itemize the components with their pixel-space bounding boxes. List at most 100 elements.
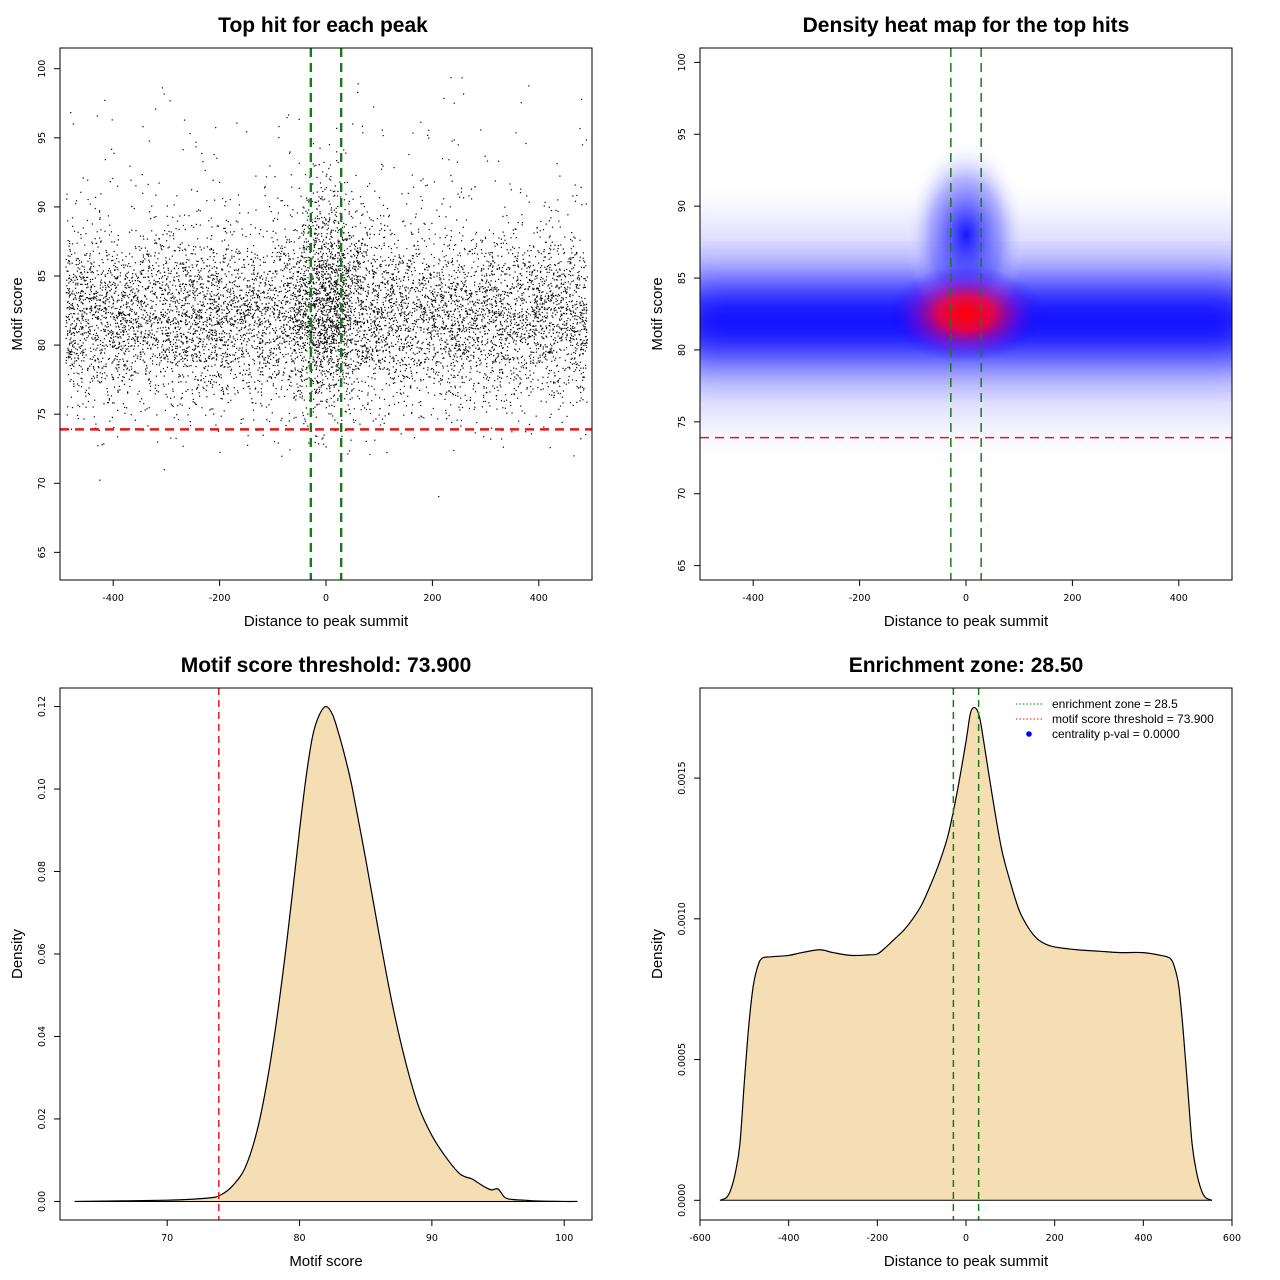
scatter-point (214, 334, 216, 336)
scatter-point (303, 356, 305, 358)
scatter-point (321, 216, 323, 219)
scatter-point (426, 277, 428, 280)
scatter-point (396, 285, 399, 287)
scatter-point (92, 297, 94, 299)
scatter-point (98, 252, 100, 254)
scatter-point (509, 315, 511, 317)
scatter-point (398, 335, 400, 338)
scatter-point (537, 306, 539, 308)
scatter-point (433, 382, 435, 384)
scatter-point (437, 374, 439, 376)
scatter-point (477, 258, 479, 260)
scatter-point (74, 328, 76, 330)
scatter-point (280, 253, 282, 255)
scatter-point (575, 361, 577, 363)
scatter-point (512, 338, 514, 340)
scatter-point (332, 366, 334, 368)
scatter-point (417, 245, 419, 247)
scatter-point (72, 307, 74, 310)
scatter-point (116, 322, 119, 324)
scatter-point (252, 308, 254, 310)
scatter-point (255, 175, 257, 177)
scatter-point (213, 357, 215, 359)
scatter-point (336, 323, 338, 325)
scatter-point (330, 266, 332, 268)
scatter-point (569, 293, 571, 296)
scatter-point (311, 343, 313, 345)
scatter-point (455, 394, 457, 396)
scatter-point (319, 291, 321, 293)
scatter-point (94, 303, 97, 305)
scatter-point (444, 341, 446, 343)
scatter-point (532, 362, 534, 364)
scatter-point (552, 316, 554, 318)
scatter-point (579, 355, 581, 357)
scatter-point (212, 274, 214, 276)
scatter-point (539, 279, 542, 281)
scatter-point (500, 333, 502, 335)
scatter-point (342, 325, 344, 327)
scatter-point (219, 325, 222, 327)
scatter-point (503, 400, 505, 402)
scatter-point (308, 306, 310, 308)
scatter-point (522, 328, 524, 330)
scatter-point (500, 322, 502, 324)
scatter-point (498, 278, 500, 280)
scatter-point (337, 275, 339, 277)
scatter-point (356, 260, 358, 262)
scatter-point (287, 379, 289, 381)
scatter-point (318, 391, 320, 393)
scatter-point (369, 408, 371, 410)
scatter-point (475, 328, 477, 330)
scatter-point (127, 271, 129, 273)
scatter-point (528, 267, 531, 269)
scatter-point (113, 345, 115, 347)
scatter-point (560, 279, 562, 281)
scatter-point (241, 342, 243, 344)
scatter-point (166, 279, 168, 281)
scatter-point (112, 341, 114, 343)
scatter-point (336, 342, 338, 344)
scatter-point (398, 278, 400, 280)
scatter-point (439, 316, 441, 318)
scatter-point (146, 342, 148, 344)
scatter-point (276, 270, 278, 272)
scatter-point (110, 329, 112, 331)
scatter-point (355, 250, 357, 252)
scatter-point (562, 332, 564, 335)
scatter-point (455, 244, 457, 246)
scatter-point (356, 340, 358, 343)
scatter-point (181, 300, 183, 302)
scatter-point (202, 321, 204, 324)
scatter-point (122, 341, 124, 343)
scatter-point (381, 129, 383, 131)
scatter-point (271, 256, 273, 258)
scatter-point (122, 304, 125, 306)
scatter-point (320, 265, 322, 267)
scatter-point (423, 284, 425, 286)
scatter-point (318, 324, 320, 327)
scatter-point (512, 327, 514, 329)
scatter-point (92, 250, 94, 252)
scatter-point (490, 438, 492, 440)
scatter-point (325, 218, 327, 220)
scatter-point (299, 278, 301, 280)
scatter-point (89, 297, 91, 300)
scatter-point (401, 293, 403, 295)
scatter-point (112, 283, 114, 285)
scatter-point (262, 256, 265, 258)
scatter-point (69, 327, 71, 329)
scatter-point (189, 424, 192, 427)
scatter-point (87, 276, 89, 278)
scatter-point (318, 358, 320, 360)
scatter-point (187, 389, 189, 391)
scatter-point (93, 265, 95, 267)
scatter-point (96, 270, 98, 272)
scatter-point (485, 387, 488, 389)
scatter-point (456, 356, 458, 358)
scatter-point (561, 306, 563, 308)
scatter-point (273, 294, 275, 296)
scatter-point (126, 301, 128, 303)
scatter-point (112, 402, 114, 404)
scatter-point (494, 301, 496, 303)
